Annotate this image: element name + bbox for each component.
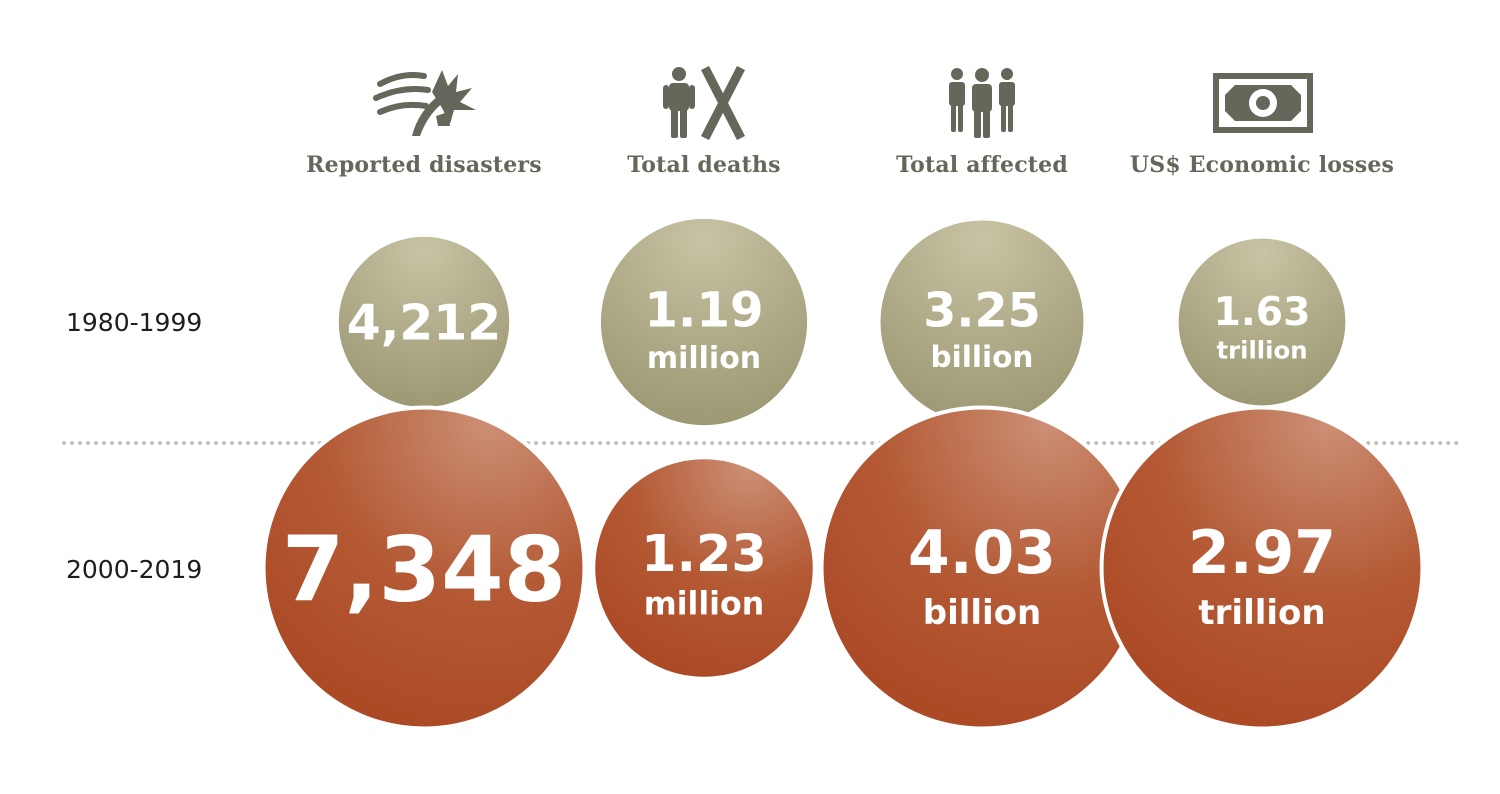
data-label-unit: billion bbox=[923, 593, 1042, 633]
data-label-value: 1.19 bbox=[644, 283, 763, 339]
header-total-affected: Total affected bbox=[896, 152, 1068, 178]
header-total-deaths: Total deaths bbox=[627, 152, 781, 178]
data-label-value: 1.63 bbox=[1214, 290, 1311, 335]
banknote-icon bbox=[1213, 73, 1313, 133]
people-group-icon bbox=[949, 68, 1015, 138]
person-cross-icon bbox=[663, 66, 746, 140]
data-label-unit: million bbox=[647, 341, 761, 376]
row-label-1980-1999: 1980-1999 bbox=[66, 308, 203, 337]
data-label-value: 4.03 bbox=[908, 518, 1056, 588]
bubble-reported-disasters-2000-2019 bbox=[261, 405, 587, 731]
bubble-total-deaths-2000-2019 bbox=[591, 455, 817, 681]
data-label-value: 7,348 bbox=[282, 518, 566, 622]
bubble-total-deaths-1980-1999 bbox=[596, 214, 812, 430]
data-label-value: 2.97 bbox=[1188, 518, 1336, 588]
data-label-unit: million bbox=[644, 586, 764, 622]
data-label-unit: trillion bbox=[1216, 335, 1307, 364]
data-label-value: 4,212 bbox=[347, 295, 502, 352]
data-label-unit: trillion bbox=[1198, 593, 1325, 633]
period-divider bbox=[62, 441, 1460, 445]
storm-wind-icon bbox=[373, 70, 476, 136]
data-label-value: 1.23 bbox=[641, 525, 767, 584]
data-label-unit: billion bbox=[931, 340, 1034, 374]
header-economic-losses: US$ Economic losses bbox=[1129, 152, 1395, 178]
bubble-us-economic-losses-2000-2019 bbox=[1099, 405, 1425, 731]
header-reported-disasters: Reported disasters bbox=[306, 152, 542, 178]
data-label-value: 3.25 bbox=[923, 284, 1040, 339]
row-label-2000-2019: 2000-2019 bbox=[66, 555, 203, 584]
